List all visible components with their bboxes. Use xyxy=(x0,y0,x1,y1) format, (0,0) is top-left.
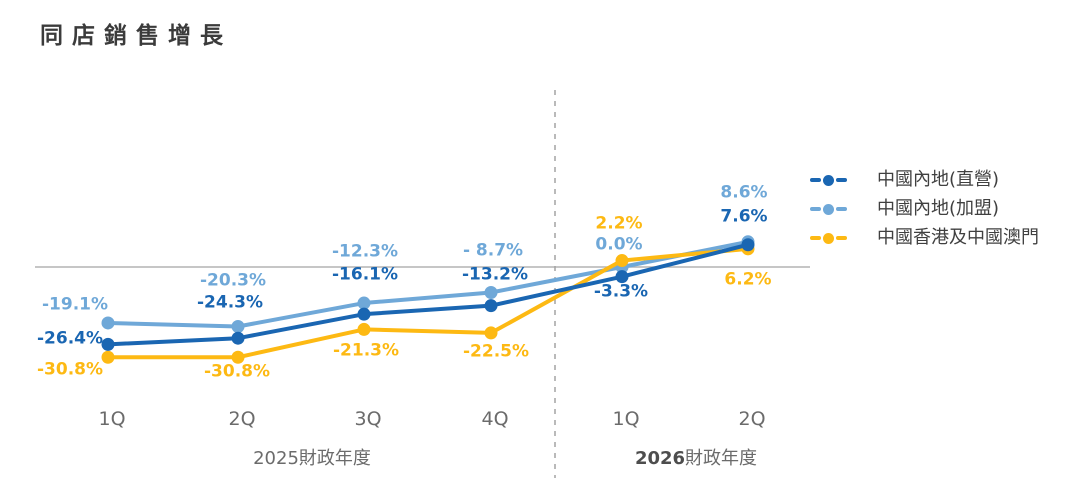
data-point xyxy=(615,254,629,268)
data-point xyxy=(484,326,498,340)
fiscal-year-label-2026: 2026財政年度 xyxy=(635,448,757,470)
data-point xyxy=(231,350,245,364)
fiscal-year-2026: 2026 xyxy=(634,448,686,469)
series-line xyxy=(106,246,750,360)
data-point xyxy=(484,299,498,313)
chart-title: 同店銷售增長 xyxy=(40,23,232,49)
data-point xyxy=(357,322,371,336)
fiscal-year-suffix: 財政年度 xyxy=(685,448,758,469)
line-dot-marker-icon xyxy=(810,203,850,215)
data-point xyxy=(231,319,245,333)
series-line xyxy=(106,242,750,347)
data-point xyxy=(357,307,371,321)
data-point xyxy=(101,337,115,351)
series-line xyxy=(106,239,750,329)
line-dot-marker-icon xyxy=(810,232,850,244)
legend-label: 中國內地(加盟) xyxy=(877,198,1000,219)
data-point xyxy=(741,238,755,252)
data-point xyxy=(484,285,498,299)
fiscal-year-label-2025: 2025財政年度 xyxy=(253,448,371,470)
legend: 中國內地(直營) 中國內地(加盟) 中國香港及中國澳門 xyxy=(810,169,1039,249)
data-point xyxy=(357,296,371,310)
data-point xyxy=(101,316,115,330)
legend-label: 中國內地(直營) xyxy=(877,169,1000,190)
data-point xyxy=(101,350,115,364)
fiscal-year-2025: 2025 xyxy=(253,448,299,469)
legend-item-mainland-franchise: 中國內地(加盟) xyxy=(810,198,1039,220)
data-point xyxy=(615,270,629,284)
line-dot-marker-icon xyxy=(810,174,850,186)
legend-label: 中國香港及中國澳門 xyxy=(877,227,1039,248)
legend-item-hk-macau: 中國香港及中國澳門 xyxy=(810,227,1039,249)
legend-item-mainland-direct: 中國內地(直營) xyxy=(810,169,1039,191)
fiscal-year-suffix: 財政年度 xyxy=(298,448,371,469)
data-point xyxy=(231,331,245,345)
